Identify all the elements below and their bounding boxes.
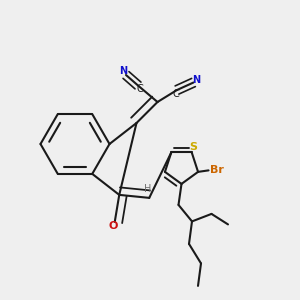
Text: C: C	[136, 84, 143, 94]
Text: H: H	[144, 184, 152, 194]
Text: O: O	[109, 221, 118, 231]
Text: Br: Br	[210, 165, 224, 176]
Text: S: S	[189, 142, 197, 152]
Text: C: C	[172, 88, 179, 99]
Text: N: N	[119, 66, 127, 76]
Text: N: N	[192, 75, 201, 85]
